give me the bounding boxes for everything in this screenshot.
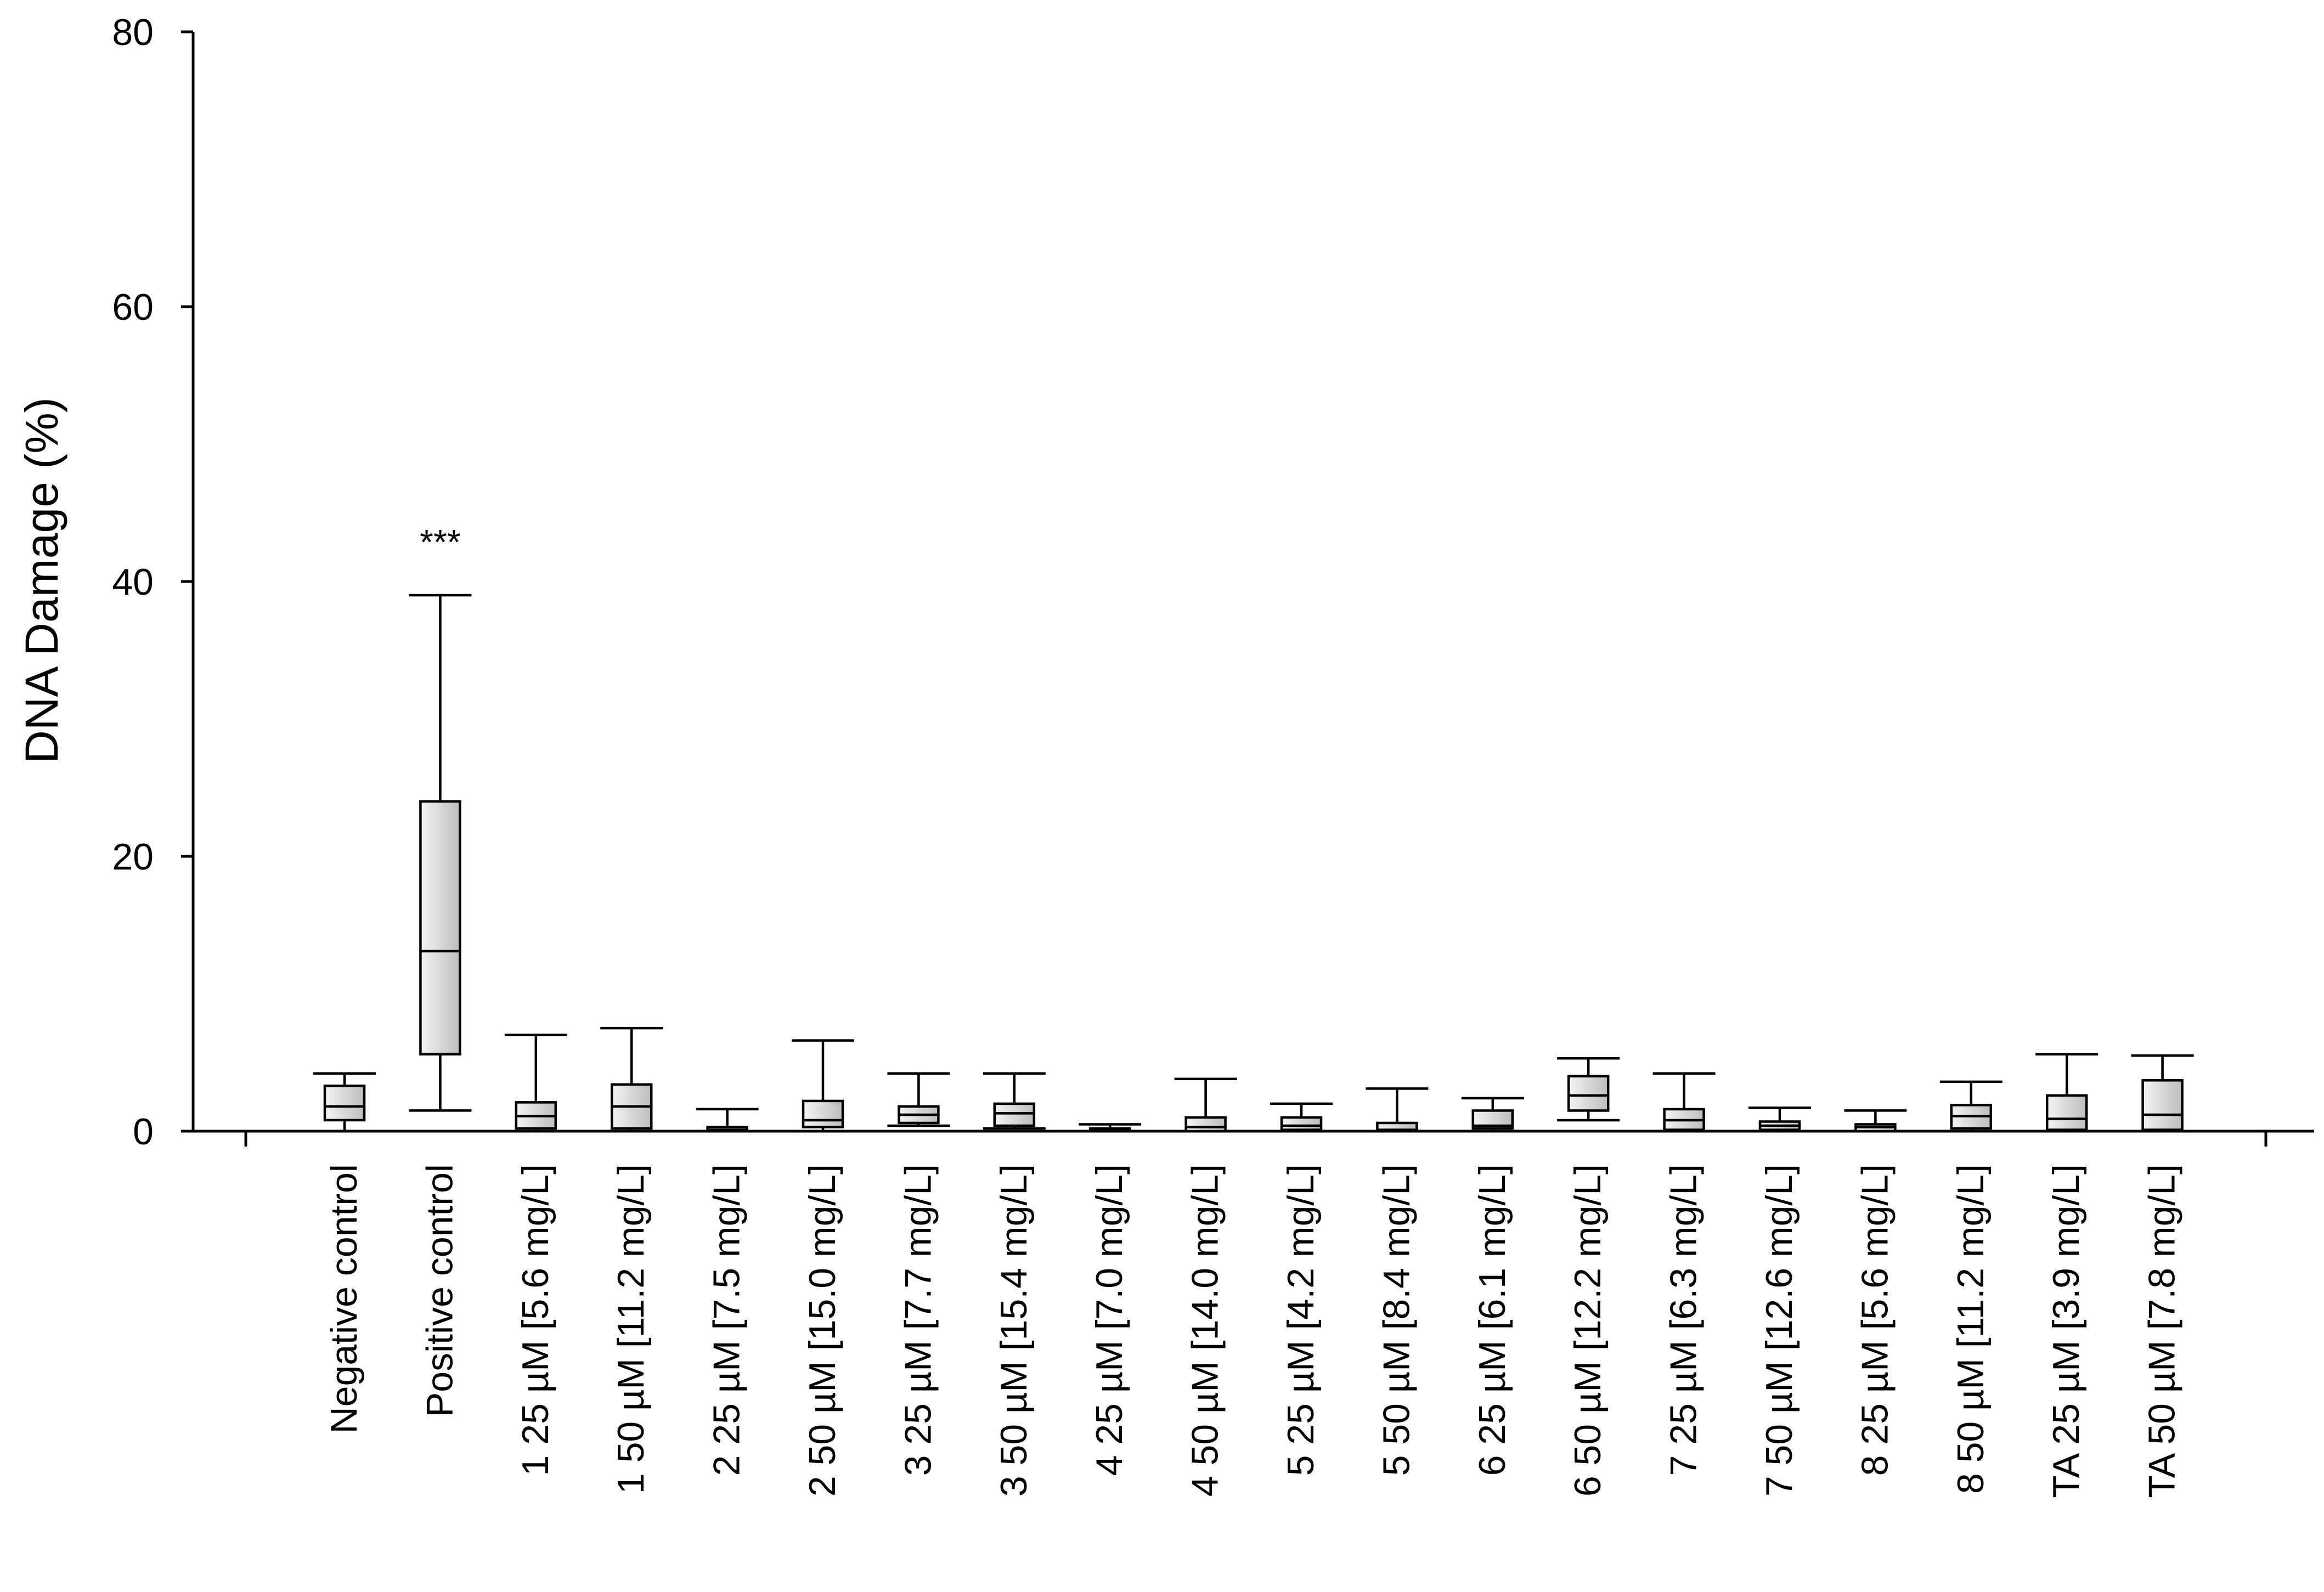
iqr-box [323,1085,366,1122]
box-18 [2035,1053,2099,1133]
box-12 [1461,1097,1524,1133]
x-axis-ticks: Negative control Positive control 1 25 µM … [244,1131,2267,1498]
x-tick-label: 6 25 µM [6.1 mg/L] [1471,1164,1513,1476]
box-2 [504,1034,567,1133]
iqr-box [1567,1075,1610,1112]
x-tick-label: Negative control [323,1164,365,1433]
y-tick-label: 20 [112,836,154,878]
box-1 [409,594,472,1112]
x-tick-label: TA 25 µM [3.9 mg/L] [2045,1164,2087,1498]
box-7 [983,1072,1046,1130]
box-8 [1079,1123,1142,1133]
iqr-box [2141,1079,2184,1131]
x-tick-label: 2 50 µM [15.0 mg/L] [802,1164,843,1497]
significance-annotations: *** [420,522,461,562]
x-tick-label: 5 50 µM [8.4 mg/L] [1375,1164,1417,1476]
box-17 [1939,1080,2003,1133]
x-tick-label: 4 25 µM [7.0 mg/L] [1088,1164,1130,1476]
y-tick-label: 40 [112,561,154,603]
box-0 [313,1072,376,1133]
y-tick-label: 60 [112,286,154,328]
y-tick-label: 80 [112,12,154,53]
x-tick-label: 7 25 µM [6.3 mg/L] [1663,1164,1705,1476]
x-tick-label: 7 50 µM [12.6 mg/L] [1758,1164,1800,1497]
x-tick-label: 8 50 µM [11.2 mg/L] [1950,1164,1992,1494]
box-5 [792,1039,854,1133]
box-series [313,594,2194,1133]
x-tick-label: 1 50 µM [11.2 mg/L] [610,1164,652,1494]
x-tick-label: 1 25 µM [5.6 mg/L] [515,1164,556,1476]
iqr-box [1184,1116,1227,1133]
iqr-box [993,1102,1036,1127]
box-11 [1366,1087,1429,1133]
x-tick-label: TA 50 µM [7.8 mg/L] [2141,1164,2183,1498]
iqr-box [1280,1116,1323,1131]
box-15 [1748,1107,1811,1133]
iqr-box [419,800,461,1055]
iqr-box [802,1099,844,1128]
y-axis-title: DNA Damage (%) [16,397,67,764]
box-16 [1844,1109,1907,1133]
y-axis-ticks: 0 20 40 60 80 [112,12,193,1153]
x-tick-label: 3 25 µM [7.7 mg/L] [897,1164,939,1476]
box-13 [1557,1057,1620,1122]
x-tick-label: 5 25 µM [4.2 mg/L] [1280,1164,1322,1476]
x-tick-label: 6 50 µM [12.2 mg/L] [1567,1164,1609,1497]
box-3 [600,1026,663,1133]
x-tick-label: Positive control [419,1164,460,1417]
box-4 [696,1108,759,1133]
x-tick-label: 8 25 µM [5.6 mg/L] [1854,1164,1896,1476]
x-tick-label: 4 50 µM [14.0 mg/L] [1184,1164,1226,1497]
y-tick-label: 0 [133,1111,154,1153]
x-tick-label: 3 50 µM [15.4 mg/L] [993,1164,1035,1497]
x-tick-label: 2 25 µM [7.5 mg/L] [706,1164,748,1476]
box-10 [1270,1102,1333,1133]
iqr-box [2045,1094,2088,1131]
box-9 [1174,1077,1237,1133]
significance-marker: *** [420,522,461,562]
box-6 [887,1072,950,1127]
box-19 [2131,1054,2194,1133]
box-14 [1652,1072,1716,1133]
